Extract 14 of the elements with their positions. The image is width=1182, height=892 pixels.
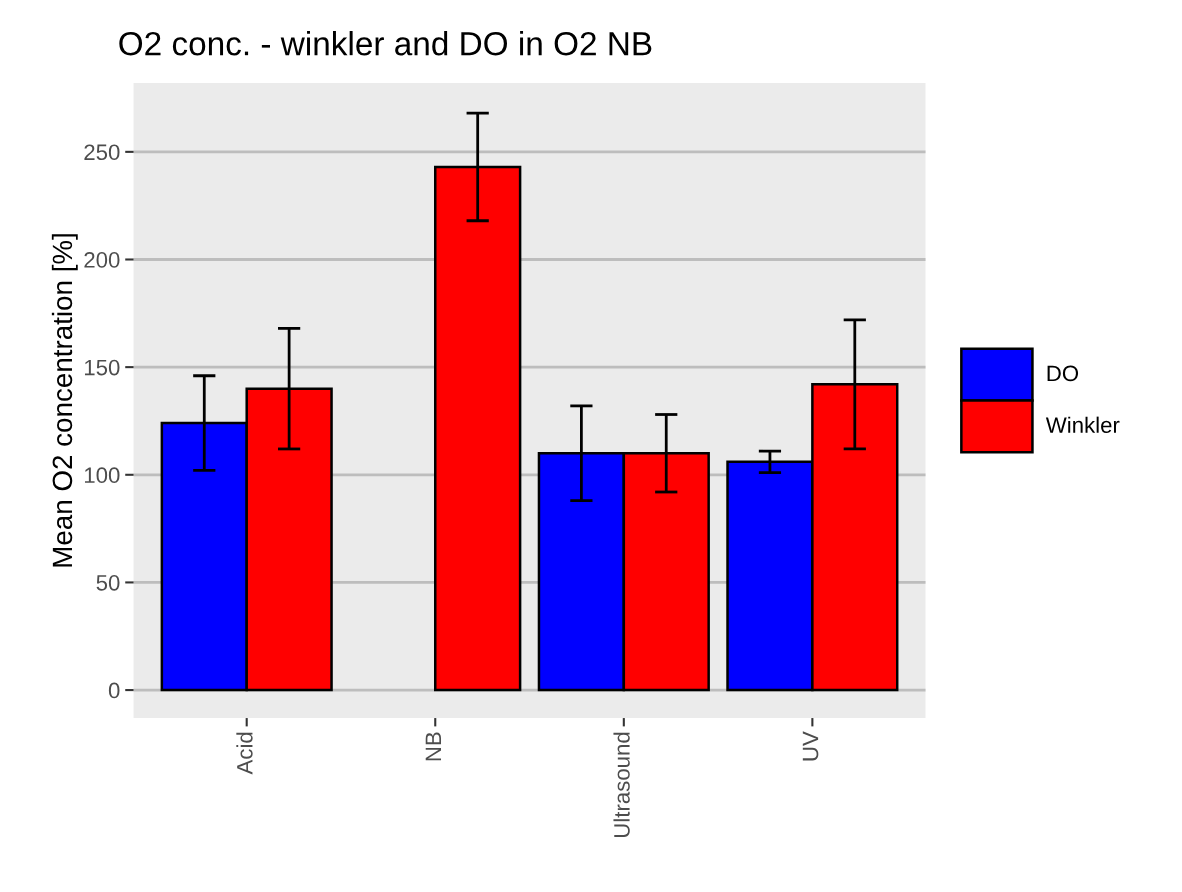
x-tick-label: NB <box>425 732 441 761</box>
y-axis-title: Mean O2 concentration [%] <box>51 234 78 567</box>
y-tick-label: 100 <box>84 467 120 484</box>
x-tick-label: Acid <box>236 732 253 775</box>
y-tick-label: 150 <box>84 359 120 376</box>
y-tick-label: 50 <box>96 574 120 591</box>
y-tick-label: 0 <box>108 682 120 699</box>
x-tick-label: UV <box>802 731 819 761</box>
chart-title: O2 conc. - winkler and DO in O2 NB <box>119 31 652 56</box>
y-tick-label: 200 <box>84 252 120 268</box>
y-tick-label: 250 <box>84 144 120 161</box>
x-tick-label: Ultrasound <box>613 732 630 837</box>
legend-label: Winkler <box>1045 416 1120 433</box>
legend-label: DO <box>1047 365 1079 382</box>
